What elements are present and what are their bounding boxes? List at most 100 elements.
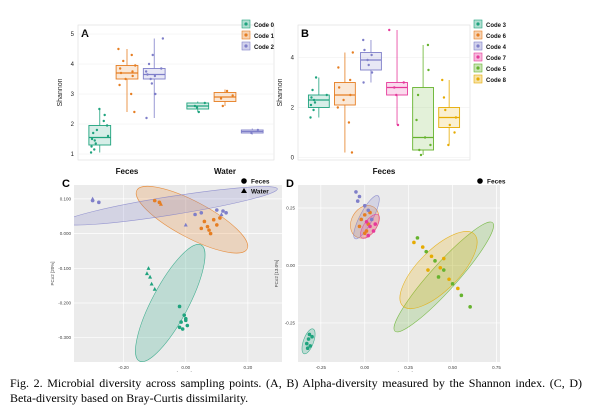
y-tick-label: 5 xyxy=(71,32,75,38)
data-point xyxy=(205,224,210,229)
caption-line-2: the Shannon index. (C, D) Beta-diversity… xyxy=(10,376,582,405)
box-code-2 xyxy=(142,37,166,120)
data-point xyxy=(225,89,229,93)
data-point xyxy=(312,98,316,102)
data-point xyxy=(370,71,374,74)
data-point xyxy=(195,106,199,109)
data-point xyxy=(367,63,370,67)
data-point xyxy=(426,43,430,47)
data-point xyxy=(97,200,101,205)
data-point xyxy=(150,82,154,85)
data-point xyxy=(366,208,371,213)
y-axis-label: PCo2 [13.0%] xyxy=(274,260,279,288)
data-point xyxy=(154,92,157,96)
data-point xyxy=(309,116,312,119)
data-point xyxy=(207,228,211,232)
y-tick-label: 0.000 xyxy=(60,231,72,236)
y-tick-label: 0.00 xyxy=(286,263,295,268)
data-point xyxy=(359,217,364,222)
data-point xyxy=(183,316,188,321)
plot-contents xyxy=(74,186,278,362)
data-point xyxy=(224,210,228,215)
legend: Code 0 Code 1 Code 2 xyxy=(241,19,275,51)
data-point-triangle xyxy=(90,196,95,201)
data-point xyxy=(369,217,374,222)
data-point-triangle xyxy=(152,286,157,291)
legend-label: Code 5 xyxy=(486,67,507,73)
legend-label: Feces xyxy=(251,179,270,186)
plot-contents xyxy=(301,190,494,355)
x-tick-label: 0.25 xyxy=(404,365,413,370)
y-axis-label: Shannon xyxy=(57,78,64,106)
data-point xyxy=(202,219,207,224)
data-point xyxy=(231,94,234,97)
box-iqr xyxy=(115,65,139,80)
data-point xyxy=(447,143,450,147)
data-point xyxy=(364,219,369,224)
data-point xyxy=(354,190,358,194)
data-point xyxy=(304,341,309,346)
data-point xyxy=(93,148,96,151)
data-point xyxy=(199,226,204,231)
legend-dot xyxy=(476,66,480,70)
data-point xyxy=(337,66,340,69)
data-point xyxy=(193,104,197,108)
data-point xyxy=(91,131,95,135)
panel-B: B 0 2 4 Shannon Feces Code 3 Code 6 Code 4 Code 7… xyxy=(277,19,507,176)
y-tick-label: 2 xyxy=(291,106,295,112)
x-group-label: Water xyxy=(214,167,236,176)
data-point xyxy=(219,97,223,100)
box-code-5 xyxy=(412,43,434,157)
data-point xyxy=(441,268,446,272)
data-point xyxy=(350,151,354,154)
data-point xyxy=(215,208,219,212)
data-point xyxy=(90,137,94,141)
data-point xyxy=(250,131,253,135)
data-point xyxy=(180,327,185,331)
y-tick-label: -0.200 xyxy=(58,301,71,306)
legend-dot xyxy=(244,22,248,26)
x-group-label: Feces xyxy=(116,167,139,176)
data-point xyxy=(426,268,430,272)
data-point xyxy=(362,203,367,208)
legend-label: Code 8 xyxy=(486,78,507,84)
data-point xyxy=(208,231,213,236)
data-point xyxy=(306,337,311,341)
legend-label: Code 4 xyxy=(486,45,507,51)
data-point xyxy=(441,78,444,82)
data-point xyxy=(182,313,187,317)
legend-marker xyxy=(477,178,483,184)
data-point xyxy=(144,70,148,73)
legend-label: Code 6 xyxy=(486,34,507,40)
data-point xyxy=(197,110,200,114)
panel-C: C -0.20 0.00 0.20 0.100 0.000 -0.100 -0.200 -0.3… xyxy=(50,178,282,372)
y-tick-label: -0.25 xyxy=(285,320,296,325)
data-point xyxy=(130,53,133,57)
data-point xyxy=(325,93,328,97)
data-point xyxy=(90,145,93,148)
x-tick-label: -0.20 xyxy=(119,365,130,370)
data-point xyxy=(314,76,318,79)
data-point xyxy=(93,139,96,142)
box-iqr xyxy=(334,82,356,106)
plot-area xyxy=(297,24,471,161)
box-iqr xyxy=(360,52,382,71)
data-point xyxy=(131,70,134,73)
x-tick-label: 0.75 xyxy=(492,365,501,370)
data-point xyxy=(436,275,441,279)
data-point-triangle xyxy=(146,266,151,270)
box-code-7 xyxy=(386,28,408,127)
data-point xyxy=(118,67,122,70)
data-point xyxy=(151,53,154,57)
data-point xyxy=(357,194,362,199)
data-point xyxy=(305,346,310,351)
y-tick-label: 0 xyxy=(291,156,295,162)
box-iqr xyxy=(412,87,434,151)
x-tick-label: 0.00 xyxy=(181,365,190,370)
legend-label: Code 3 xyxy=(486,23,507,29)
data-point xyxy=(366,58,369,62)
data-point xyxy=(441,256,446,261)
data-point xyxy=(342,98,345,102)
data-point xyxy=(153,74,157,78)
legend-dot xyxy=(244,44,248,48)
